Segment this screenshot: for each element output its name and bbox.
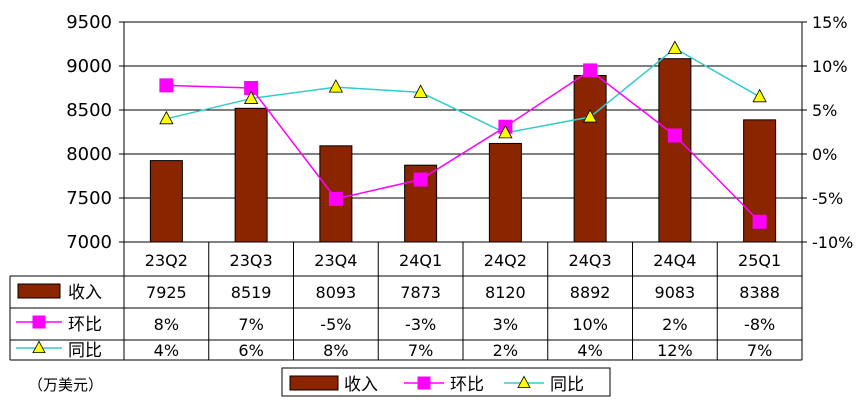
axes: 7000 -10% 7500 -5% 8000 0% 8500 5% 9000 10% 9500 15… (66, 12, 853, 253)
point-同比-23Q3 (243, 90, 259, 104)
left-axis-tick-label: 9000 (66, 56, 112, 77)
point-环比-24Q4 (667, 128, 682, 143)
right-axis-tick-label: -10% (812, 233, 853, 252)
gridlines (124, 21, 802, 243)
left-axis-tick-label: 9500 (66, 12, 112, 33)
legend-marker-同比 (517, 375, 531, 389)
point-同比-23Q2 (159, 110, 174, 125)
point-同比-23Q4 (328, 79, 344, 93)
point-同比-24Q2 (498, 124, 513, 139)
table-cell-环比-24Q4: 2% (662, 315, 687, 334)
table-cell-同比-24Q2: 2% (493, 341, 518, 360)
table-cell-收入-24Q4: 9083 (655, 283, 696, 302)
unit-label: （万美元） (28, 376, 103, 394)
point-环比-23Q2 (159, 78, 174, 93)
point-同比-24Q4 (667, 40, 683, 54)
table-cell-收入-24Q1: 7873 (400, 283, 441, 302)
category-label-25Q1: 25Q1 (738, 251, 781, 270)
table-series-label-收入: 收入 (68, 283, 102, 303)
table-cell-收入-23Q3: 8519 (231, 283, 272, 302)
bar-24Q3 (573, 75, 607, 243)
category-label-23Q2: 23Q2 (145, 251, 188, 270)
lines-layer (159, 40, 767, 229)
point-环比-24Q1 (413, 172, 428, 187)
point-环比-23Q4 (328, 191, 343, 206)
point-环比-24Q3 (583, 63, 598, 78)
table-cell-环比-24Q1: -3% (405, 315, 436, 334)
table-row-同比: 同比 4% 6% 8% 7% 2% 4% 12% 7% (16, 340, 772, 361)
table-cell-环比-24Q3: 10% (572, 315, 608, 334)
legend-item-同比: 同比 (504, 375, 584, 395)
table-cell-收入-23Q2: 7925 (146, 283, 187, 302)
table-row-收入: 收入 7925 8519 8093 7873 8120 8892 9083 8388 (17, 283, 780, 303)
bar-23Q3 (234, 107, 268, 243)
table-cell-收入-23Q4: 8093 (316, 283, 357, 302)
category-label-24Q1: 24Q1 (399, 251, 442, 270)
table-series-label-环比: 环比 (68, 315, 102, 335)
point-同比-24Q3 (582, 109, 598, 123)
right-axis-tick-label: 5% (812, 101, 837, 120)
category-label-23Q3: 23Q3 (230, 251, 273, 270)
left-axis-tick-label: 7500 (66, 188, 112, 209)
line-环比 (166, 69, 761, 223)
table-cell-同比-23Q2: 4% (154, 341, 179, 360)
right-axis-tick-label: 0% (812, 145, 837, 164)
left-axis-tick-label: 8000 (66, 144, 112, 165)
right-axis-tick-label: 15% (812, 13, 848, 32)
legend-label-收入: 收入 (344, 375, 378, 395)
category-label-23Q4: 23Q4 (314, 251, 357, 270)
category-label-24Q2: 24Q2 (484, 251, 527, 270)
legend-marker-环比 (417, 376, 431, 390)
right-axis-tick-label: 10% (812, 57, 848, 76)
table-key-收入 (17, 283, 61, 299)
table-cell-收入-24Q2: 8120 (485, 283, 526, 302)
point-同比-25Q1 (752, 88, 767, 103)
category-label-24Q4: 24Q4 (653, 251, 696, 270)
legend-item-收入: 收入 (289, 375, 378, 395)
legend: 收入 环比 同比 (281, 367, 611, 397)
table-cell-环比-23Q2: 8% (154, 315, 179, 334)
bar-24Q2 (488, 142, 522, 243)
table-series-label-同比: 同比 (68, 341, 102, 361)
bar-24Q4 (658, 58, 692, 243)
bars-layer (149, 58, 777, 243)
left-axis-tick-label: 7000 (66, 232, 112, 253)
table-cell-同比-24Q4: 12% (657, 341, 693, 360)
table-row-环比: 环比 8% 7% -5% -3% 3% 10% 2% -8% (16, 315, 775, 335)
legend-label-环比: 环比 (450, 375, 484, 395)
point-同比-24Q1 (413, 84, 428, 98)
right-axis-tick-label: -5% (812, 189, 843, 208)
table-cell-环比-24Q2: 3% (493, 315, 518, 334)
table-cell-环比-23Q3: 7% (238, 315, 263, 334)
table-cell-同比-23Q3: 6% (238, 341, 263, 360)
point-环比-25Q1 (752, 214, 767, 229)
left-axis-tick-label: 8500 (66, 100, 112, 121)
bar-23Q2 (149, 160, 183, 243)
table-cell-收入-25Q1: 8388 (739, 283, 780, 302)
legend-swatch-收入 (289, 375, 339, 391)
table-key-marker-同比 (32, 340, 46, 354)
legend-item-环比: 环比 (404, 375, 484, 395)
table-cell-环比-23Q4: -5% (320, 315, 351, 334)
data-table: 23Q2 23Q3 23Q4 24Q1 24Q2 24Q3 24Q4 25Q1 收入 7925 85… (9, 242, 803, 361)
table-cell-同比-24Q1: 7% (408, 341, 433, 360)
table-cell-同比-25Q1: 7% (747, 341, 772, 360)
table-cell-收入-24Q3: 8892 (570, 283, 611, 302)
category-label-24Q3: 24Q3 (569, 251, 612, 270)
table-cell-环比-25Q1: -8% (744, 315, 775, 334)
legend-label-同比: 同比 (550, 375, 584, 395)
table-key-marker-环比 (32, 315, 46, 329)
table-cell-同比-23Q4: 8% (323, 341, 348, 360)
table-cell-同比-24Q3: 4% (577, 341, 602, 360)
line-同比 (166, 47, 760, 134)
